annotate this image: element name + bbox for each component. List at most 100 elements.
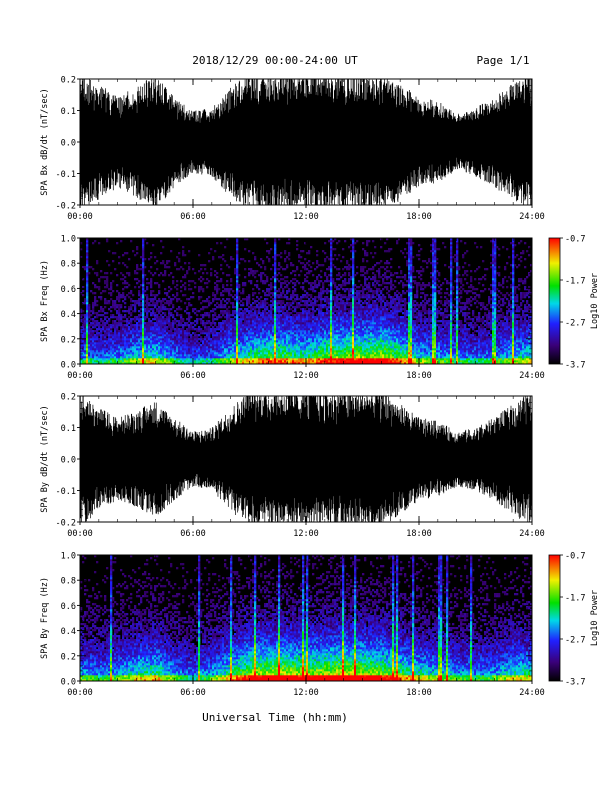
spectrogram-cell (272, 302, 275, 305)
spectrogram-cell (310, 356, 313, 359)
spectrogram-cell (296, 336, 299, 339)
spectrogram-cell (204, 356, 207, 359)
spectrogram-cell (104, 306, 107, 309)
spectrogram-cell (182, 294, 185, 297)
spectrogram-cell (352, 356, 355, 359)
spectrogram-cell (258, 318, 261, 321)
spectrogram-cell (222, 322, 225, 325)
spectrogram-cell (294, 316, 297, 319)
spectrogram-cell (278, 262, 281, 265)
spectrogram-cell (244, 350, 247, 353)
spectrogram-cell (142, 286, 145, 289)
spectrogram-cell (288, 340, 291, 343)
spectrogram-cell (140, 326, 143, 329)
spectrogram-cell (294, 300, 297, 303)
spectrogram-cell (172, 276, 175, 279)
spectrogram-cell (94, 298, 97, 301)
spectrogram-cell (240, 318, 243, 321)
spectrogram-cell (116, 344, 119, 347)
spectrogram-cell (160, 318, 163, 321)
spectrogram-cell (296, 294, 299, 297)
spectrogram-cell (126, 328, 129, 331)
spectrogram-cell (240, 320, 243, 323)
spectrogram-cell (150, 358, 153, 361)
spectrogram-cell (138, 362, 141, 365)
spectrogram-cell (330, 352, 333, 355)
spectrogram-cell (116, 332, 119, 335)
spectrogram-cell (284, 306, 287, 309)
spectrogram-cell (278, 346, 281, 349)
spectrogram-cell (142, 244, 145, 247)
spectrogram-cell (314, 356, 317, 359)
spectrogram-cell (152, 322, 155, 325)
spectrogram-cell (148, 336, 151, 339)
spectrogram-cell (110, 294, 113, 297)
spectrogram-cell (236, 328, 239, 331)
spectrogram-cell (330, 238, 333, 241)
spectrogram-cell (344, 316, 347, 319)
spectrogram-cell (326, 296, 329, 299)
spectrogram-cell (158, 362, 161, 365)
spectrogram-cell (194, 282, 197, 285)
spectrogram-cell (102, 320, 105, 323)
spectrogram-cell (188, 316, 191, 319)
spectrogram-cell (236, 294, 239, 297)
spectrogram-cell (94, 362, 97, 365)
spectrogram-cell (348, 314, 351, 317)
spectrogram-cell (212, 342, 215, 345)
spectrogram-cell (234, 270, 237, 273)
spectrogram-cell (172, 350, 175, 353)
spectrogram-cell (180, 350, 183, 353)
spectrogram-cell (86, 248, 89, 251)
spectrogram-cell (276, 300, 279, 303)
spectrogram-cell (204, 348, 207, 351)
spectrogram-cell (326, 356, 329, 359)
spectrogram-cell (138, 318, 141, 321)
spectrogram-cell (266, 250, 269, 253)
spectrogram-cell (236, 298, 239, 301)
spectrogram-cell (286, 304, 289, 307)
spectrogram-cell (86, 294, 89, 297)
spectrogram-cell (284, 308, 287, 311)
spectrogram-cell (180, 324, 183, 327)
spectrogram-cell (276, 316, 279, 319)
spectrogram-cell (204, 326, 207, 329)
x-tick-label: 00:00 (67, 212, 93, 222)
spectrogram-cell (240, 304, 243, 307)
spectrogram-cell (268, 294, 271, 297)
spectrogram-cell (128, 360, 131, 363)
spectrogram-cell (86, 272, 89, 275)
spectrogram-cell (266, 354, 269, 357)
spectrogram-cell (302, 346, 305, 349)
spectrogram-cell (248, 314, 251, 317)
spectrogram-cell (276, 350, 279, 353)
spectrogram-cell (212, 354, 215, 357)
spectrogram-cell (328, 348, 331, 351)
spectrogram-cell (254, 354, 257, 357)
spectrogram-cell (344, 294, 347, 297)
spectrogram-cell (176, 354, 179, 357)
spectrogram-cell (238, 314, 241, 317)
spectrogram-cell (300, 314, 303, 317)
spectrogram-cell (120, 352, 123, 355)
spectrogram-cell (200, 330, 203, 333)
spectrogram-cell (162, 322, 165, 325)
spectrogram-cell (306, 328, 309, 331)
spectrogram-cell (108, 250, 111, 253)
spectrogram-cell (318, 354, 321, 357)
spectrogram-cell (300, 340, 303, 343)
spectrogram-cell (290, 356, 293, 359)
spectrogram-cell (288, 334, 291, 337)
spectrogram-cell (308, 260, 311, 263)
spectrogram-cell (196, 336, 199, 339)
spectrogram-cell (292, 320, 295, 323)
spectrogram-cell (180, 360, 183, 363)
spectrogram-cell (164, 356, 167, 359)
spectrogram-cell (262, 300, 265, 303)
spectrogram-cell (142, 258, 145, 261)
spectrogram-cell (246, 330, 249, 333)
spectrogram-cell (246, 358, 249, 361)
spectrogram-cell (326, 352, 329, 355)
spectrogram-cell (274, 320, 277, 323)
spectrogram-cell (278, 264, 281, 267)
